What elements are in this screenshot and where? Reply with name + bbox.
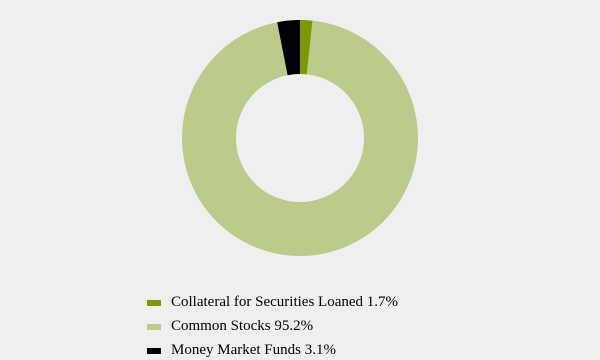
legend-swatch <box>147 300 161 306</box>
legend-value: 3.1% <box>305 342 336 358</box>
legend-label: Common Stocks 95.2% <box>171 318 313 334</box>
legend-name: Common Stocks <box>171 318 271 334</box>
donut-segment <box>300 20 313 75</box>
legend-label: Collateral for Securities Loaned 1.7% <box>171 294 398 310</box>
legend-value: 1.7% <box>367 294 398 310</box>
legend-name: Collateral for Securities Loaned <box>171 294 364 310</box>
legend-swatch <box>147 324 161 330</box>
donut-segment <box>182 20 419 256</box>
legend-name: Money Market Funds <box>171 342 301 358</box>
donut-segment <box>277 20 300 76</box>
legend-value: 95.2% <box>274 318 313 334</box>
legend-label: Money Market Funds 3.1% <box>171 342 336 358</box>
legend-swatch <box>147 348 161 354</box>
